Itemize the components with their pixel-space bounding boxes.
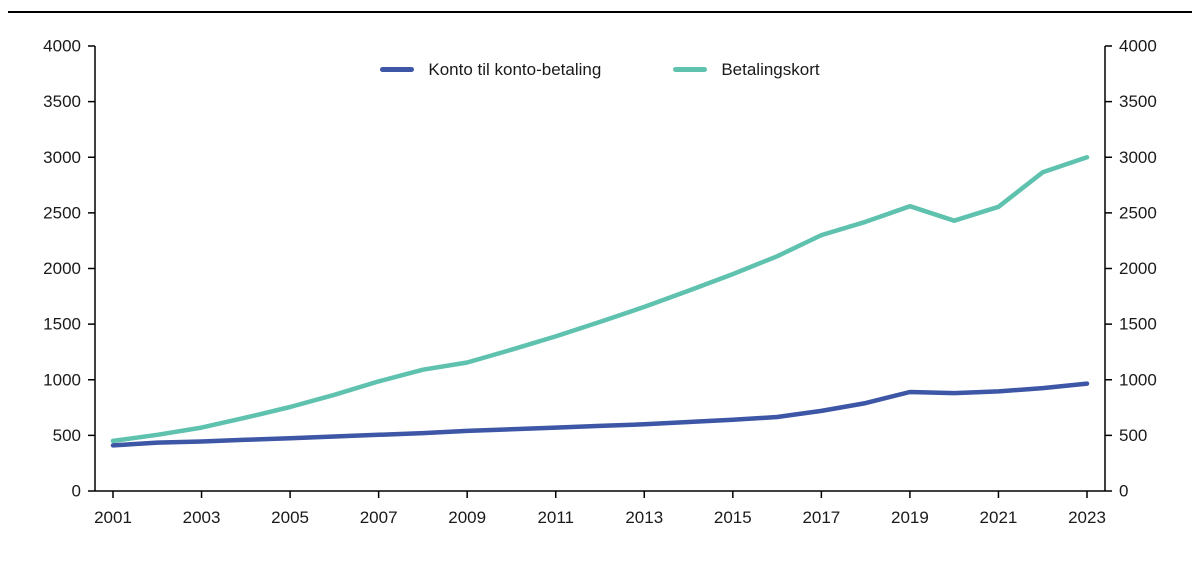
y-tick-label-left: 1000 [43,370,81,389]
x-tick-label: 2001 [94,508,132,527]
x-tick-label: 2023 [1068,508,1106,527]
y-tick-label-right: 1500 [1119,315,1157,334]
x-tick-label: 2005 [271,508,309,527]
y-tick-label-right: 500 [1119,426,1147,445]
y-tick-label-right: 3500 [1119,92,1157,111]
x-tick-label: 2011 [537,508,574,527]
y-tick-label-left: 0 [72,482,81,501]
y-tick-label-left: 2000 [43,259,81,278]
y-tick-label-right: 4000 [1119,37,1157,56]
y-tick-label-right: 2000 [1119,259,1157,278]
x-tick-label: 2021 [980,508,1018,527]
y-tick-label-right: 3000 [1119,148,1157,167]
y-tick-label-left: 4000 [43,37,81,56]
x-tick-label: 2019 [891,508,929,527]
y-tick-label-left: 500 [53,426,81,445]
y-tick-label-right: 2500 [1119,203,1157,222]
y-tick-label-right: 0 [1119,482,1128,501]
top-border-line [8,11,1192,13]
y-tick-label-left: 3000 [43,148,81,167]
y-tick-label-left: 2500 [43,203,81,222]
series-line-1 [110,155,1090,444]
y-tick-label-left: 1500 [43,315,81,334]
x-tick-label: 2009 [448,508,486,527]
x-tick-label: 2013 [625,508,663,527]
y-tick-label-left: 3500 [43,92,81,111]
series-line-0 [110,381,1090,448]
x-tick-label: 2007 [360,508,398,527]
x-tick-label: 2017 [802,508,840,527]
y-tick-label-right: 1000 [1119,370,1157,389]
x-tick-label: 2003 [183,508,221,527]
x-tick-label: 2015 [714,508,752,527]
